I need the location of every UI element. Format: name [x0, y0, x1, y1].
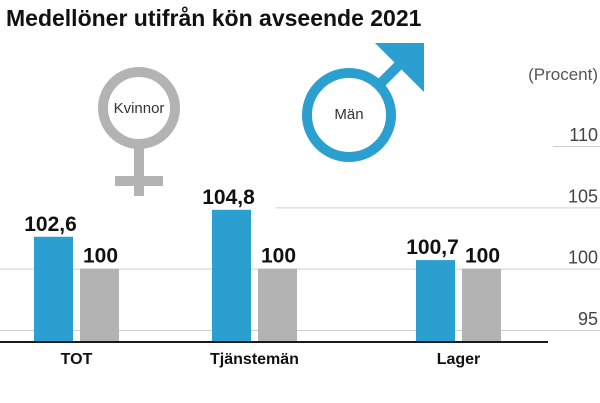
- y-tick-label: 100: [568, 248, 598, 268]
- category-label: Tjänstemän: [210, 351, 299, 368]
- data-label: 100,7: [406, 236, 459, 259]
- bar: [34, 236, 73, 342]
- category-label: Lager: [437, 351, 481, 368]
- data-label: 104,8: [202, 186, 255, 209]
- y-ticks: 95 100 105 110: [568, 125, 598, 329]
- male-symbol-label: Män: [334, 106, 363, 123]
- bar: [258, 268, 297, 342]
- y-tick-label: 105: [568, 186, 598, 206]
- chart-title: Medellöner utifrån kön avseende 2021: [6, 5, 422, 31]
- bar: [462, 268, 501, 342]
- male-symbol-icon: Män: [302, 43, 424, 162]
- data-label: 100: [83, 245, 118, 268]
- data-label: 102,6: [24, 213, 77, 236]
- female-symbol-label: Kvinnor: [114, 100, 165, 117]
- value-labels: 102,6 100 104,8 100 100,7 100: [24, 186, 500, 268]
- y-tick-label: 95: [578, 309, 598, 329]
- bar: [416, 260, 455, 342]
- data-label: 100: [465, 245, 500, 268]
- bar: [80, 268, 119, 342]
- data-label: 100: [261, 245, 296, 268]
- unit-label: (Procent): [528, 65, 598, 84]
- bars: [34, 209, 501, 342]
- bar: [212, 209, 251, 342]
- female-symbol-icon: Kvinnor: [98, 67, 180, 196]
- y-tick-label: 110: [569, 125, 598, 145]
- category-label: TOT: [61, 351, 93, 368]
- category-labels: TOT Tjänstemän Lager: [61, 351, 481, 368]
